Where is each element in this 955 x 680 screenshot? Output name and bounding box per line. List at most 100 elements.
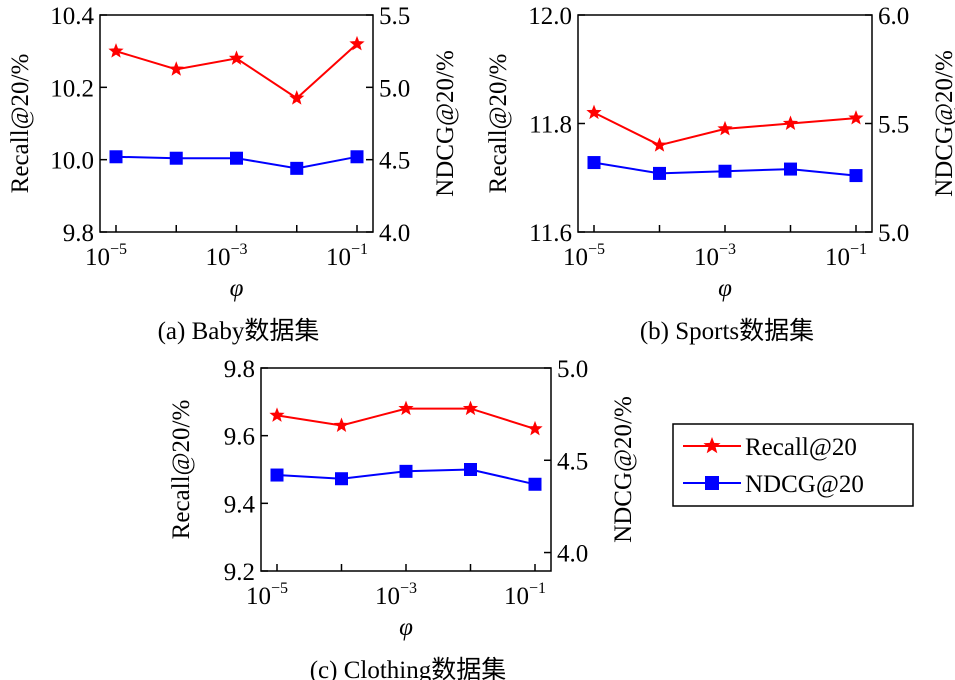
x-axis-label: φ (718, 275, 732, 302)
legend-box (672, 423, 914, 507)
x-tick-base: 10 (563, 244, 588, 271)
x-tick-label: 10−5 (85, 241, 127, 271)
ndcg-point (109, 150, 123, 164)
x-axis-label: φ (230, 275, 244, 302)
y-left-axis-label: Recall@20/% (168, 400, 195, 540)
chart-panel-1: 9.810.010.210.44.04.55.05.510−5 10−3 10−1φ… (7, 3, 459, 345)
y-right-axis-label: NDCG@20/% (610, 396, 637, 543)
x-tick-label: 10−5 (563, 241, 605, 271)
x-tick-base: 10 (326, 244, 351, 271)
y-right-tick-label: 4.0 (557, 541, 588, 568)
chart-caption: (b) Sports数据集 (640, 317, 814, 345)
x-tick-exponent: −3 (400, 580, 417, 597)
y-right-tick-label: 6.0 (878, 3, 909, 30)
x-tick-label: 10−1 (326, 241, 368, 271)
ndcg-point (169, 151, 183, 165)
x-tick-label: 10−1 (504, 580, 546, 610)
recall-point (289, 90, 305, 105)
ndcg-point (335, 472, 348, 486)
chart-caption: (c) Clothing数据集 (310, 656, 507, 680)
recall-point (717, 120, 733, 136)
x-tick-base: 10 (825, 244, 850, 271)
y-right-axis-label: NDCG@20/% (931, 50, 955, 197)
y-right-tick-label: 4.0 (379, 220, 410, 247)
ndcg-point (718, 164, 732, 178)
y-left-tick-label: 12.0 (528, 3, 572, 30)
y-left-axis-label: Recall@20/% (7, 54, 34, 194)
recall-point (527, 420, 543, 436)
y-left-tick-label: 9.4 (224, 491, 256, 518)
recall-point (228, 50, 245, 65)
recall-point (269, 407, 285, 422)
panels: 9.810.010.210.44.04.55.05.510−5 10−3 10−1φ… (7, 3, 955, 680)
legend-recall-label: Recall@20 (745, 434, 857, 461)
y-right-tick-label: 5.0 (379, 75, 410, 102)
y-left-tick-label: 9.8 (63, 220, 94, 247)
recall-point (168, 61, 184, 76)
x-tick-base: 10 (375, 583, 400, 610)
recall-point (462, 400, 479, 416)
y-left-tick-label: 9.2 (224, 559, 255, 586)
y-right-tick-label: 5.5 (878, 112, 909, 139)
x-tick-base: 10 (85, 244, 110, 271)
chart-panel-3: 9.29.49.69.84.04.55.010−5 10−3 10−1φRecall… (168, 356, 637, 680)
x-tick-exponent: −1 (529, 580, 546, 597)
y-left-tick-label: 10.4 (50, 3, 94, 30)
ndcg-point (653, 166, 666, 180)
legend: Recall@20 NDCG@20 (672, 423, 914, 507)
legend-recall-marker (703, 437, 721, 454)
x-tick-base: 10 (504, 583, 529, 610)
y-left-tick-label: 11.6 (529, 220, 572, 247)
recall-point (349, 35, 365, 51)
y-right-tick-label: 4.5 (379, 148, 410, 175)
recall-point (108, 43, 124, 58)
chart-panel-2: 11.611.812.05.05.56.010−5 10−3 10−1φRecall… (485, 3, 955, 345)
x-tick-exponent: −5 (110, 241, 127, 258)
ndcg-point (587, 156, 601, 170)
y-right-axis-label: NDCG@20/% (432, 50, 459, 197)
y-right-tick-label: 5.5 (379, 3, 410, 30)
y-left-axis-label: Recall@20/% (485, 54, 512, 194)
recall-point (848, 110, 864, 125)
y-right-tick-label: 5.0 (878, 220, 909, 247)
x-tick-base: 10 (694, 244, 719, 271)
y-left-tick-label: 11.8 (529, 112, 572, 139)
ndcg-point (528, 477, 542, 491)
recall-point (333, 417, 350, 432)
y-left-tick-label: 10.0 (50, 148, 94, 175)
ndcg-point (399, 464, 413, 478)
ndcg-point (784, 162, 797, 176)
x-tick-exponent: −3 (230, 241, 247, 258)
ndcg-point (230, 151, 243, 165)
y-left-tick-label: 10.2 (50, 75, 94, 102)
ndcg-point (464, 463, 477, 476)
x-tick-label: 10−1 (825, 241, 867, 271)
recall-point (651, 137, 668, 152)
ndcg-point (270, 468, 284, 482)
x-tick-label: 10−3 (205, 241, 247, 271)
x-tick-exponent: −3 (719, 241, 736, 258)
ndcg-point (350, 150, 364, 164)
y-left-tick-label: 9.8 (224, 356, 255, 383)
x-tick-base: 10 (246, 583, 271, 610)
plot-frame (99, 14, 374, 233)
ndcg-point (849, 169, 863, 183)
y-right-tick-label: 4.5 (557, 448, 588, 475)
x-tick-label: 10−5 (246, 580, 288, 610)
recall-point (586, 104, 602, 120)
legend-ndcg-label: NDCG@20 (745, 471, 864, 498)
x-tick-label: 10−3 (375, 580, 417, 610)
x-tick-exponent: −1 (351, 241, 368, 258)
ndcg-point (290, 161, 304, 175)
x-tick-exponent: −1 (850, 241, 867, 258)
chart-caption: (a) Baby数据集 (158, 317, 320, 345)
x-tick-base: 10 (205, 244, 230, 271)
legend-ndcg-marker (705, 476, 719, 490)
y-right-tick-label: 5.0 (557, 356, 588, 383)
recall-point (398, 400, 414, 416)
x-axis-label: φ (399, 614, 413, 641)
x-tick-exponent: −5 (588, 241, 605, 258)
x-tick-label: 10−3 (694, 241, 736, 271)
y-left-tick-label: 9.6 (224, 424, 255, 451)
